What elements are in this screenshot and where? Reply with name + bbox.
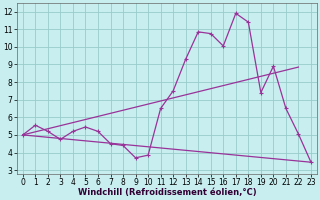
X-axis label: Windchill (Refroidissement éolien,°C): Windchill (Refroidissement éolien,°C) (77, 188, 256, 197)
